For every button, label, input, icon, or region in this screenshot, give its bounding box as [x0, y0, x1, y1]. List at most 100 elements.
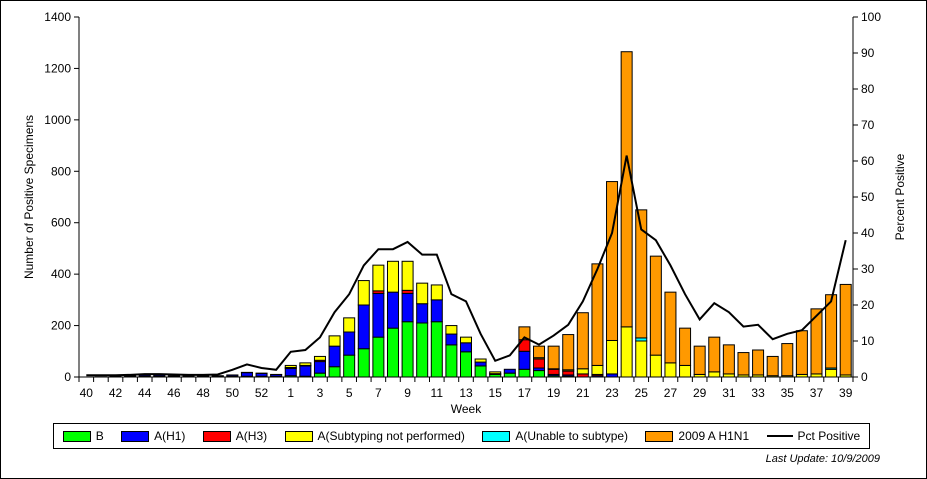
bar-2009-a-h1n1-21 — [576, 312, 589, 370]
legend-item: A(H3) — [202, 429, 268, 443]
legend-swatch — [202, 430, 231, 442]
legend-label: 2009 A H1N1 — [678, 429, 750, 443]
legend: B A(H1) A(H3) A(Subtyping not performed) A(U… — [53, 423, 870, 449]
y2-axis-title: Percent Positive — [893, 153, 907, 240]
bar-a-h1--17 — [518, 350, 531, 370]
legend-item: B — [62, 429, 104, 443]
bar-a-h1--1 — [284, 368, 297, 377]
bar-a-subtyping-not-performed--38 — [825, 368, 838, 378]
x-tick-label: 11 — [431, 386, 444, 400]
x-tick-label: 48 — [196, 386, 210, 400]
x-tick-label: 39 — [839, 386, 853, 400]
y-tick-label: 200 — [51, 319, 71, 333]
bar-2009-a-h1n1-36 — [795, 330, 808, 375]
legend-label: A(H3) — [235, 429, 268, 443]
x-tick-label: 7 — [375, 386, 382, 400]
bar-b-18 — [533, 370, 546, 378]
bar-a-h3--19 — [547, 368, 560, 375]
bar-a-h1--5 — [343, 331, 356, 356]
bar-b-14 — [474, 365, 487, 378]
bar-b-6 — [357, 348, 370, 378]
bar-2009-a-h1n1-35 — [781, 343, 794, 377]
bar-a-subtyping-not-performed--24 — [620, 326, 633, 378]
bar-a-subtyping-not-performed--15 — [489, 371, 502, 375]
legend-label: Pct Positive — [797, 429, 861, 443]
flu-chart: 0 200 400 600 800 1000 1200 1400 0 10 20 30 40 50 60 70… — [22, 10, 907, 416]
bar-a-subtyping-not-performed--6 — [357, 280, 370, 306]
bar-a-h1--10 — [416, 303, 429, 324]
bar-a-h1--3 — [313, 361, 326, 374]
bar-b-13 — [459, 351, 473, 378]
bar-2009-a-h1n1-38 — [825, 294, 838, 369]
pct-positive-line — [86, 155, 847, 377]
y-tick-label: 1200 — [44, 61, 71, 75]
bar-a-h1--2 — [299, 365, 312, 377]
bar-2009-a-h1n1-37 — [810, 308, 823, 375]
legend-label: A(Unable to subtype) — [515, 429, 629, 443]
legend-label: A(H1) — [154, 429, 186, 443]
bar-a-h3--20 — [562, 370, 575, 376]
y2-tick-label: 100 — [861, 10, 881, 24]
x-tick-label: 5 — [346, 386, 353, 400]
bar-2009-a-h1n1-27 — [664, 291, 677, 364]
legend-item: A(Subtyping not performed) — [284, 429, 465, 443]
last-update: Last Update: 10/9/2009 — [765, 453, 880, 465]
legend-swatch — [62, 430, 91, 442]
x-tick-label: 50 — [226, 386, 240, 400]
bar-b-9 — [401, 321, 414, 378]
bar-b-3 — [313, 372, 326, 378]
x-axis-title: Week — [451, 402, 482, 416]
bar-b-16 — [503, 372, 516, 378]
y-tick-label: 600 — [51, 216, 71, 230]
legend-swatch — [645, 430, 674, 442]
bar-2009-a-h1n1-18 — [533, 345, 546, 359]
bar-a-subtyping-not-performed--27 — [664, 362, 677, 378]
x-tick-label: 46 — [167, 386, 181, 400]
bar-2009-a-h1n1-19 — [547, 345, 560, 370]
bar-a-h1--11 — [430, 299, 443, 323]
bar-b-10 — [416, 322, 429, 378]
bar-a-subtyping-not-performed--26 — [649, 354, 662, 378]
legend-swatch — [284, 430, 313, 442]
x-tick-label: 9 — [404, 386, 411, 400]
bar-2009-a-h1n1-29 — [693, 345, 706, 375]
x-tick-label: 27 — [664, 386, 678, 400]
bar-a-h1--13 — [459, 342, 473, 353]
y2-tick-label: 30 — [861, 262, 875, 276]
x-tick-label: 25 — [635, 386, 649, 400]
legend-label: B — [95, 429, 104, 443]
y2-tick-label: 20 — [861, 298, 875, 312]
x-tick-label: 35 — [781, 386, 795, 400]
y2-tick-label: 0 — [861, 370, 868, 384]
bar-b-5 — [343, 354, 356, 378]
bar-2009-a-h1n1-26 — [649, 255, 662, 356]
x-tick-label: 1 — [287, 386, 294, 400]
bar-a-subtyping-not-performed--23 — [606, 339, 619, 375]
x-tick-label: 21 — [576, 386, 590, 400]
bar-a-subtyping-not-performed--3 — [313, 355, 326, 361]
bar-2009-a-h1n1-30 — [708, 336, 721, 373]
bar-a-h1--14 — [474, 361, 487, 367]
x-tick-label: 29 — [693, 386, 707, 400]
bar-a-h1--7 — [372, 292, 385, 338]
y-axis-title: Number of Positive Specimens — [22, 115, 36, 279]
bar-a-subtyping-not-performed--12 — [445, 325, 458, 335]
y-tick-label: 800 — [51, 164, 71, 178]
x-tick-label: 19 — [547, 386, 561, 400]
bar-a-subtyping-not-performed--14 — [474, 358, 487, 363]
y-tick-label: 0 — [64, 370, 71, 384]
bar-2009-a-h1n1-32 — [737, 352, 750, 376]
y2-tick-label: 80 — [861, 82, 875, 96]
bar-a-h1--16 — [503, 368, 516, 374]
bar-a-h1--8 — [386, 291, 399, 329]
bar-a-h1--9 — [401, 292, 414, 323]
bar-2009-a-h1n1-39 — [839, 283, 852, 376]
bar-a-subtyping-not-performed--10 — [416, 282, 429, 305]
bar-b-12 — [445, 344, 458, 378]
bar-b-17 — [518, 368, 531, 378]
x-tick-label: 15 — [489, 386, 503, 400]
y-tick-label: 400 — [51, 267, 71, 281]
y2-tick-label: 70 — [861, 118, 875, 132]
bar-a-subtyping-not-performed--5 — [343, 317, 356, 333]
